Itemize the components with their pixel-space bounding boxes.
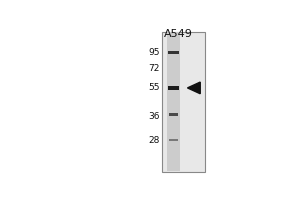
Bar (168, 86, 179, 90)
Bar (169, 139, 178, 141)
Text: 72: 72 (148, 64, 160, 73)
Bar (162, 32, 205, 172)
Bar (169, 113, 178, 116)
Text: 28: 28 (148, 136, 160, 145)
Text: 36: 36 (148, 112, 160, 121)
Polygon shape (188, 82, 200, 94)
Text: 95: 95 (148, 48, 160, 57)
Bar (168, 51, 179, 54)
Bar (167, 32, 180, 171)
Text: A549: A549 (164, 29, 193, 39)
Text: 55: 55 (148, 83, 160, 92)
